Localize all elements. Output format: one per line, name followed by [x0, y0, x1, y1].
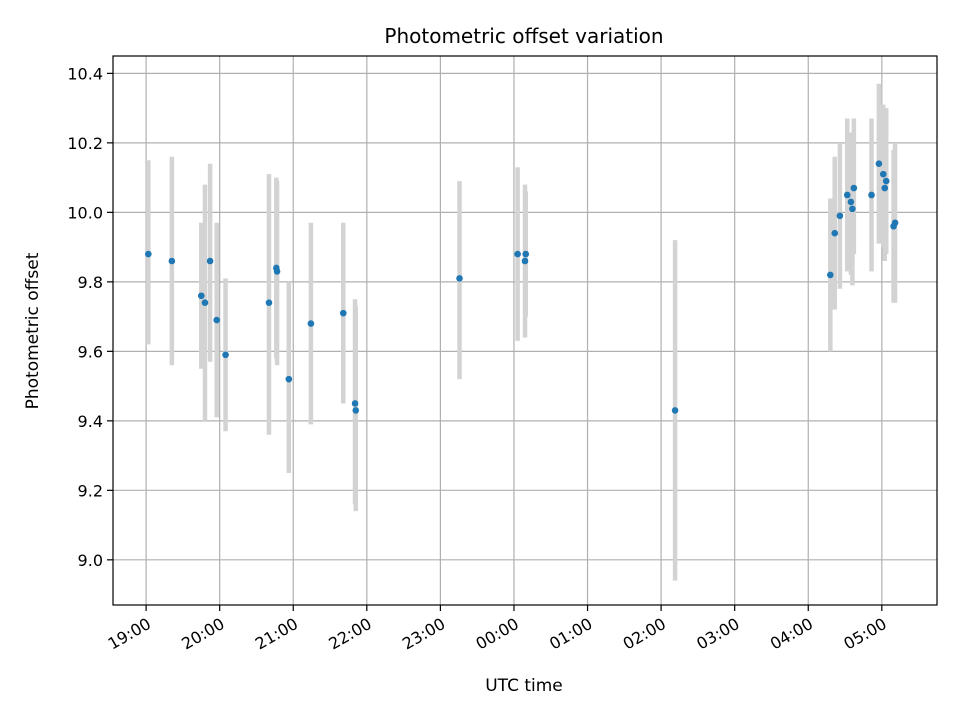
data-point-10 — [285, 375, 293, 383]
data-point-0 — [145, 250, 152, 258]
data-point-6 — [222, 351, 229, 359]
y-tick-label-7: 10.4 — [67, 64, 103, 83]
data-point-19 — [671, 407, 679, 414]
y-tick-label-2: 9.4 — [78, 412, 103, 431]
x-axis-label: UTC time — [485, 676, 563, 696]
data-point-12 — [339, 309, 347, 317]
data-points — [145, 160, 899, 414]
data-point-25 — [849, 205, 856, 213]
data-point-15 — [456, 275, 463, 282]
data-point-22 — [836, 212, 844, 220]
data-point-4 — [206, 257, 214, 265]
data-point-17 — [521, 257, 529, 265]
data-point-5 — [213, 316, 221, 324]
y-tick-label-0: 9.0 — [78, 551, 103, 570]
data-point-23 — [843, 191, 851, 199]
data-point-13 — [351, 400, 359, 407]
data-point-33 — [891, 219, 899, 227]
data-point-3 — [201, 299, 209, 307]
y-tick-label-6: 10.2 — [67, 134, 103, 153]
data-point-18 — [522, 250, 530, 258]
data-point-29 — [879, 170, 887, 178]
y-tick-label-1: 9.2 — [78, 481, 103, 500]
data-point-20 — [827, 271, 834, 279]
y-tick-label-5: 10.0 — [67, 203, 103, 222]
data-point-28 — [875, 160, 883, 168]
data-point-30 — [881, 184, 889, 192]
y-axis-label: Photometric offset — [23, 252, 43, 409]
data-point-31 — [882, 177, 890, 185]
y-axis-ticks: 9.0 9.2 9.4 9.6 9.8 10.0 10.2 10.4 — [67, 64, 113, 570]
plot-frame — [112, 55, 938, 606]
data-point-2 — [197, 292, 205, 300]
data-point-16 — [514, 250, 521, 258]
y-tick-label-3: 9.6 — [78, 342, 103, 361]
data-point-24 — [847, 198, 855, 206]
y-tick-label-4: 9.8 — [78, 273, 103, 292]
data-point-1 — [168, 257, 176, 265]
data-point-26 — [850, 184, 858, 192]
data-point-7 — [265, 299, 273, 307]
chart-title: Photometric offset variation — [384, 24, 663, 48]
data-point-21 — [831, 229, 839, 237]
data-point-27 — [868, 191, 875, 199]
data-point-14 — [352, 407, 360, 414]
data-point-11 — [307, 320, 315, 327]
data-point-9 — [273, 268, 281, 275]
